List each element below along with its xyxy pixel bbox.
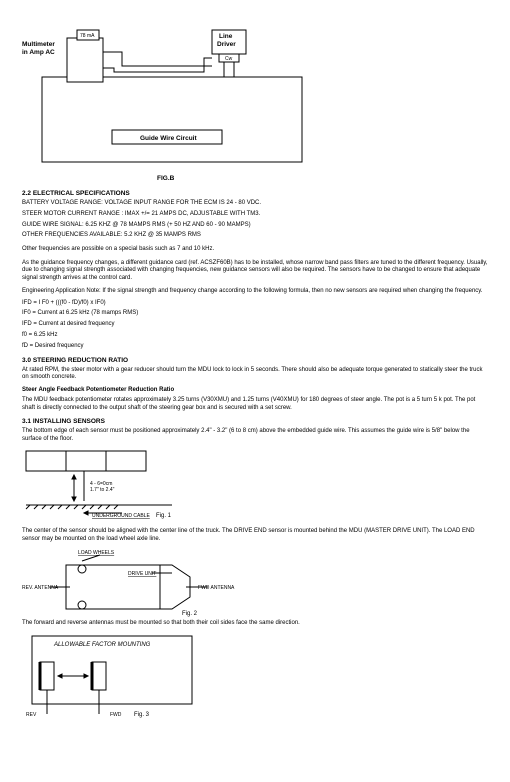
sec22-heading: 2.2 ELECTRICAL SPECIFICATIONS bbox=[22, 190, 488, 197]
fig3-rev: REV bbox=[26, 712, 37, 718]
sec30-heading: 3.0 STEERING REDUCTION RATIO bbox=[22, 357, 488, 364]
figure-b-label: FIG.B bbox=[157, 175, 175, 182]
sec22-other-freq: Other frequencies are possible on a spec… bbox=[22, 246, 488, 254]
fig2-drive-unit: DRIVE UNIT bbox=[128, 571, 156, 577]
fig3-label: Fig. 3 bbox=[134, 712, 150, 718]
sec22-l1: BATTERY VOLTAGE RANGE: VOLTAGE INPUT RAN… bbox=[22, 200, 488, 208]
line-driver-l1: Line bbox=[219, 33, 233, 40]
sec22-f5: fD = Desired frequency bbox=[22, 343, 488, 351]
figure-b: Multimeter in Amp AC 78 mA Line Driver C… bbox=[22, 22, 488, 184]
line-driver-l2: Driver bbox=[217, 41, 236, 48]
figure-2: LOAD WHEELS DRIVE UNIT REV. ANTENNA FWD … bbox=[22, 547, 488, 617]
fig3-title: ALLOWABLE FACTOR MOUNTING bbox=[53, 642, 151, 648]
guide-wire-label: Guide Wire Circuit bbox=[140, 135, 197, 142]
sec22-l2: STEER MOTOR CURRENT RANGE : IMAX +/= 21 … bbox=[22, 211, 488, 219]
sec30-sub: Steer Angle Feedback Potentiometer Reduc… bbox=[22, 387, 488, 395]
sec22-guidance: As the guidance frequency changes, a dif… bbox=[22, 260, 488, 283]
sec31-p1: The bottom edge of each sensor must be p… bbox=[22, 428, 488, 443]
sec22-l3: GUIDE WIRE SIGNAL: 6.25 KHZ @ 78 MAMPS R… bbox=[22, 222, 488, 230]
multimeter-label-2: in Amp AC bbox=[22, 49, 55, 56]
figure-3: ALLOWABLE FACTOR MOUNTING REV FWD Fig. 3 bbox=[22, 632, 488, 720]
figure-1-svg: 4 - 6=0cm 1.7" to 2.4" UNDERGROUND CABLE… bbox=[22, 447, 222, 525]
sec30-p1: At rated RPM, the steer motor with a gea… bbox=[22, 367, 488, 382]
fig1-label: Fig. 1 bbox=[156, 513, 172, 519]
multimeter-label-1: Multimeter bbox=[22, 41, 55, 48]
sec22-engnote: Engineering Application Note: If the sig… bbox=[22, 288, 488, 296]
fig2-rev-antenna: REV. ANTENNA bbox=[22, 585, 59, 591]
p-center-sensor: The center of the sensor should be align… bbox=[22, 528, 488, 543]
figure-2-svg: LOAD WHEELS DRIVE UNIT REV. ANTENNA FWD … bbox=[22, 547, 262, 617]
fig2-load-wheels: LOAD WHEELS bbox=[78, 550, 115, 556]
fig3-fwd: FWD bbox=[110, 712, 122, 718]
meter-reading: 78 mA bbox=[80, 33, 95, 39]
sec22-f3: IFD = Current at desired frequency bbox=[22, 321, 488, 329]
figure-1: 4 - 6=0cm 1.7" to 2.4" UNDERGROUND CABLE… bbox=[22, 447, 488, 525]
sec22-f2: IF0 = Current at 6.25 kHz (78 mamps RMS) bbox=[22, 310, 488, 318]
p-forward-reverse: The forward and reverse antennas must be… bbox=[22, 620, 488, 628]
fig1-dim-l2: 1.7" to 2.4" bbox=[90, 487, 115, 493]
sec30-p2: The MDU feedback potentiometer rotates a… bbox=[22, 397, 488, 412]
figure-3-svg: ALLOWABLE FACTOR MOUNTING REV FWD Fig. 3 bbox=[22, 632, 222, 720]
figure-b-svg: Multimeter in Amp AC 78 mA Line Driver C… bbox=[22, 22, 322, 184]
fig1-cable-label: UNDERGROUND CABLE bbox=[92, 513, 150, 519]
sec22-f4: f0 = 6.25 kHz bbox=[22, 332, 488, 340]
sec31-heading: 3.1 INSTALLING SENSORS bbox=[22, 418, 488, 425]
fig2-fwd-antenna: FWD ANTENNA bbox=[198, 585, 235, 591]
fig2-label: Fig. 2 bbox=[182, 611, 198, 617]
sec22-l4: OTHER FREQUENCIES AVAILABLE: 5.2 KHZ @ 3… bbox=[22, 232, 488, 240]
line-driver-sub: Cw bbox=[225, 56, 233, 62]
sec22-f1: IFD = I F0 + (((f0 - fD)/f0) x IF0) bbox=[22, 300, 488, 308]
